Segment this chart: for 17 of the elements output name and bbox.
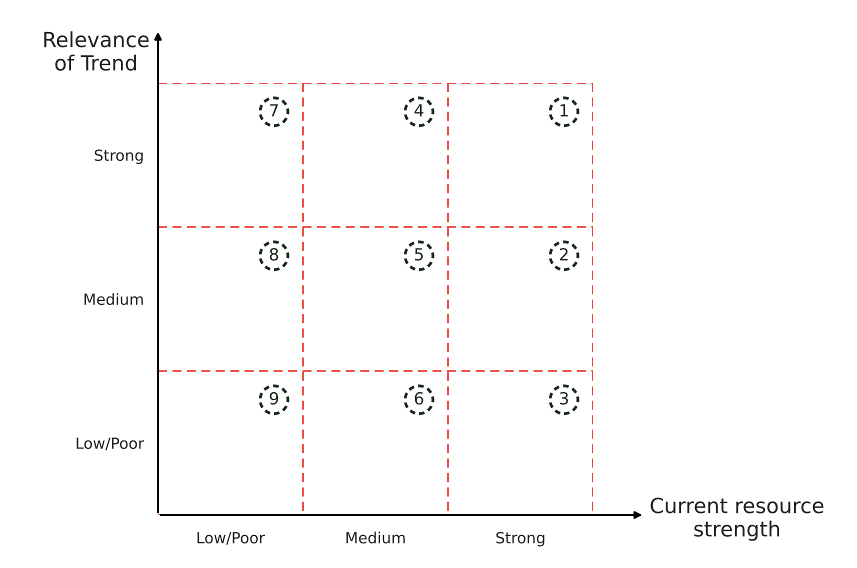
x-tick-label: Medium [346, 532, 405, 544]
x-tick-label: Low/Poor [198, 532, 265, 545]
data-label: 3 [560, 392, 568, 405]
data-label: 2 [560, 248, 568, 260]
data-label: 4 [414, 104, 424, 116]
data-label: 7 [270, 104, 278, 116]
data-label: 6 [414, 392, 424, 405]
y-tick-label: Medium [84, 293, 143, 306]
y-tick-label: Strong [94, 149, 143, 164]
x-axis-title: Current resource strength [650, 498, 824, 541]
data-label: 5 [414, 248, 423, 261]
y-axis-title: Relevance of Trend [44, 31, 149, 71]
y-tick-label: Low/Poor [76, 438, 144, 450]
x-tick-label: Strong [496, 532, 544, 546]
data-label: 8 [270, 248, 278, 261]
data-label: 9 [270, 392, 278, 405]
data-label: 1 [560, 104, 568, 116]
